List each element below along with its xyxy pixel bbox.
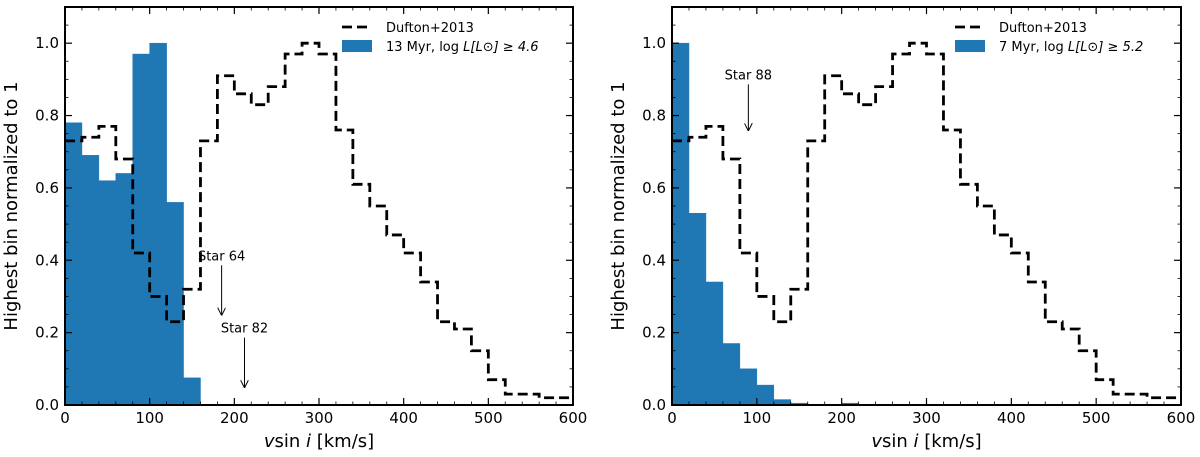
histogram-bar (98, 180, 117, 406)
reference-step-line (65, 41, 573, 400)
legend-histogram-swatch (342, 40, 372, 52)
histogram-bar (115, 173, 133, 406)
y-tick-label: 0.0 (35, 396, 59, 414)
y-axis-label: Highest bin normalized to 1 (608, 81, 629, 330)
x-tick-label: 600 (559, 409, 588, 427)
histogram-bar (722, 343, 741, 406)
histogram-bar (149, 42, 167, 406)
legend-reference-label: Dufton+2013 (386, 21, 474, 36)
x-tick-label: 500 (474, 409, 503, 427)
histogram-bar (688, 212, 707, 406)
x-tick-label: 200 (827, 409, 856, 427)
x-tick-label: 500 (1082, 409, 1111, 427)
x-tick-label: 0 (667, 409, 677, 427)
x-tick-label: 100 (743, 409, 772, 427)
histogram-bar (705, 281, 724, 406)
y-tick-label: 0.2 (35, 324, 59, 342)
y-tick-label: 1.0 (35, 34, 59, 52)
histogram-bar (64, 122, 83, 406)
histogram-bar (739, 368, 758, 406)
annotation-label: Star 88 (725, 68, 772, 83)
histogram-bar (132, 53, 150, 406)
y-tick-label: 0.8 (35, 107, 59, 125)
x-axis-label: vsin i [km/s] (871, 431, 981, 452)
annotation-label: Star 64 (198, 249, 245, 264)
legend-histogram-label: 13 Myr, log L[L⊙] ≥ 4.6 (386, 40, 539, 55)
left-panel: Star 64 Star 82 0 100 200 300 400 500 600 0.0 0.2 0… (1, 6, 588, 452)
y-axis-label: Highest bin normalized to 1 (1, 81, 22, 330)
y-tick-label: 0.6 (642, 179, 666, 197)
x-tick-label: 300 (912, 409, 941, 427)
x-tick-label: 100 (135, 409, 164, 427)
histogram-bar (756, 384, 775, 406)
x-axis-label: vsin i [km/s] (264, 431, 374, 452)
y-tick-label: 0.4 (35, 251, 59, 269)
y-tick-label: 0.6 (35, 179, 59, 197)
x-tick-label: 200 (220, 409, 249, 427)
legend-histogram-label: 7 Myr, log L[L⊙] ≥ 5.2 (999, 40, 1143, 55)
axes-frame (671, 6, 1182, 406)
y-tick-label: 0.4 (642, 251, 666, 269)
legend: Dufton+2013 7 Myr, log L[L⊙] ≥ 5.2 (955, 21, 1143, 55)
legend-reference-label: Dufton+2013 (999, 21, 1087, 36)
x-tick-label: 600 (1167, 409, 1196, 427)
y-tick-label: 0.2 (642, 324, 666, 342)
legend: Dufton+2013 13 Myr, log L[L⊙] ≥ 4.6 (342, 21, 539, 55)
x-tick-label: 300 (305, 409, 334, 427)
x-tick-label: 400 (997, 409, 1026, 427)
y-tick-label: 1.0 (642, 34, 666, 52)
histogram-bar (166, 202, 184, 406)
x-tick-label: 0 (60, 409, 70, 427)
histogram-bar (81, 155, 100, 406)
y-tick-label: 0.0 (642, 396, 666, 414)
histogram-bar (183, 377, 201, 406)
x-tick-label: 400 (389, 409, 418, 427)
legend-histogram-swatch (955, 40, 985, 52)
reference-step-line (672, 41, 1181, 400)
y-tick-label: 0.8 (642, 107, 666, 125)
right-panel: Star 88 0 100 200 300 400 500 600 0.0 0.2 0.4 0.6 0.… (608, 6, 1196, 452)
annotation-label: Star 82 (221, 322, 268, 337)
